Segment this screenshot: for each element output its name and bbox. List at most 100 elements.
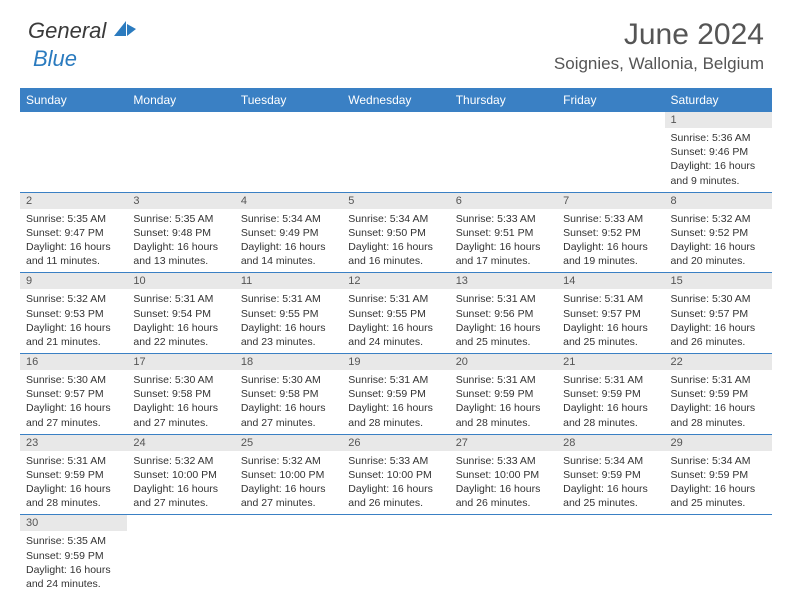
daylight-text: Daylight: 16 hours and 26 minutes. [348, 482, 443, 510]
calendar-day-cell: 21Sunrise: 5:31 AMSunset: 9:59 PMDayligh… [557, 354, 664, 435]
sunrise-text: Sunrise: 5:35 AM [26, 534, 121, 548]
calendar-day-cell: 2Sunrise: 5:35 AMSunset: 9:47 PMDaylight… [20, 192, 127, 273]
day-number: 13 [450, 273, 557, 289]
calendar-empty-cell [235, 112, 342, 192]
sunrise-text: Sunrise: 5:32 AM [26, 292, 121, 306]
day-number: 23 [20, 435, 127, 451]
daylight-text: Daylight: 16 hours and 28 minutes. [26, 482, 121, 510]
calendar-day-cell: 5Sunrise: 5:34 AMSunset: 9:50 PMDaylight… [342, 192, 449, 273]
calendar-table: SundayMondayTuesdayWednesdayThursdayFrid… [20, 88, 772, 595]
daylight-text: Daylight: 16 hours and 27 minutes. [26, 401, 121, 429]
daylight-text: Daylight: 16 hours and 27 minutes. [133, 401, 228, 429]
sunset-text: Sunset: 9:48 PM [133, 226, 228, 240]
calendar-day-cell: 22Sunrise: 5:31 AMSunset: 9:59 PMDayligh… [665, 354, 772, 435]
daylight-text: Daylight: 16 hours and 27 minutes. [241, 482, 336, 510]
sunset-text: Sunset: 9:47 PM [26, 226, 121, 240]
calendar-day-cell: 23Sunrise: 5:31 AMSunset: 9:59 PMDayligh… [20, 434, 127, 515]
calendar-empty-cell [342, 112, 449, 192]
sunrise-text: Sunrise: 5:31 AM [133, 292, 228, 306]
day-number: 1 [665, 112, 772, 128]
day-content: Sunrise: 5:31 AMSunset: 9:59 PMDaylight:… [450, 370, 557, 434]
calendar-day-cell: 19Sunrise: 5:31 AMSunset: 9:59 PMDayligh… [342, 354, 449, 435]
day-number: 11 [235, 273, 342, 289]
day-content: Sunrise: 5:31 AMSunset: 9:54 PMDaylight:… [127, 289, 234, 353]
calendar-day-cell: 1Sunrise: 5:36 AMSunset: 9:46 PMDaylight… [665, 112, 772, 192]
day-number: 9 [20, 273, 127, 289]
daylight-text: Daylight: 16 hours and 25 minutes. [671, 482, 766, 510]
day-number: 28 [557, 435, 664, 451]
calendar-day-cell: 14Sunrise: 5:31 AMSunset: 9:57 PMDayligh… [557, 273, 664, 354]
sunset-text: Sunset: 9:46 PM [671, 145, 766, 159]
sunset-text: Sunset: 9:56 PM [456, 307, 551, 321]
daylight-text: Daylight: 16 hours and 28 minutes. [563, 401, 658, 429]
day-number: 5 [342, 193, 449, 209]
calendar-empty-cell [665, 515, 772, 595]
daylight-text: Daylight: 16 hours and 11 minutes. [26, 240, 121, 268]
sunrise-text: Sunrise: 5:31 AM [241, 292, 336, 306]
calendar-day-cell: 11Sunrise: 5:31 AMSunset: 9:55 PMDayligh… [235, 273, 342, 354]
calendar-empty-cell [235, 515, 342, 595]
calendar-empty-cell [127, 112, 234, 192]
sunset-text: Sunset: 9:59 PM [26, 549, 121, 563]
calendar-day-cell: 7Sunrise: 5:33 AMSunset: 9:52 PMDaylight… [557, 192, 664, 273]
sunrise-text: Sunrise: 5:31 AM [348, 292, 443, 306]
sunset-text: Sunset: 9:55 PM [348, 307, 443, 321]
sunset-text: Sunset: 9:57 PM [563, 307, 658, 321]
sunrise-text: Sunrise: 5:34 AM [671, 454, 766, 468]
sunset-text: Sunset: 9:59 PM [563, 387, 658, 401]
day-number: 18 [235, 354, 342, 370]
day-content: Sunrise: 5:34 AMSunset: 9:50 PMDaylight:… [342, 209, 449, 273]
day-number: 7 [557, 193, 664, 209]
weekday-header: Tuesday [235, 88, 342, 112]
calendar-empty-cell [127, 515, 234, 595]
day-content: Sunrise: 5:31 AMSunset: 9:59 PMDaylight:… [665, 370, 772, 434]
sunset-text: Sunset: 9:59 PM [563, 468, 658, 482]
day-content: Sunrise: 5:31 AMSunset: 9:55 PMDaylight:… [342, 289, 449, 353]
daylight-text: Daylight: 16 hours and 28 minutes. [348, 401, 443, 429]
day-number: 25 [235, 435, 342, 451]
day-content: Sunrise: 5:34 AMSunset: 9:59 PMDaylight:… [665, 451, 772, 515]
calendar-day-cell: 4Sunrise: 5:34 AMSunset: 9:49 PMDaylight… [235, 192, 342, 273]
logo: General [28, 18, 140, 44]
sunset-text: Sunset: 9:53 PM [26, 307, 121, 321]
calendar-day-cell: 3Sunrise: 5:35 AMSunset: 9:48 PMDaylight… [127, 192, 234, 273]
calendar-day-cell: 10Sunrise: 5:31 AMSunset: 9:54 PMDayligh… [127, 273, 234, 354]
day-content: Sunrise: 5:30 AMSunset: 9:57 PMDaylight:… [665, 289, 772, 353]
logo-text-blue: Blue [33, 46, 77, 71]
sunset-text: Sunset: 9:49 PM [241, 226, 336, 240]
sunrise-text: Sunrise: 5:30 AM [26, 373, 121, 387]
day-content: Sunrise: 5:32 AMSunset: 9:53 PMDaylight:… [20, 289, 127, 353]
sunset-text: Sunset: 9:52 PM [563, 226, 658, 240]
sunrise-text: Sunrise: 5:34 AM [348, 212, 443, 226]
weekday-header: Monday [127, 88, 234, 112]
daylight-text: Daylight: 16 hours and 27 minutes. [133, 482, 228, 510]
daylight-text: Daylight: 16 hours and 22 minutes. [133, 321, 228, 349]
sunrise-text: Sunrise: 5:36 AM [671, 131, 766, 145]
day-number: 16 [20, 354, 127, 370]
calendar-week-row: 2Sunrise: 5:35 AMSunset: 9:47 PMDaylight… [20, 192, 772, 273]
daylight-text: Daylight: 16 hours and 25 minutes. [456, 321, 551, 349]
calendar-day-cell: 6Sunrise: 5:33 AMSunset: 9:51 PMDaylight… [450, 192, 557, 273]
daylight-text: Daylight: 16 hours and 23 minutes. [241, 321, 336, 349]
calendar-day-cell: 26Sunrise: 5:33 AMSunset: 10:00 PMDaylig… [342, 434, 449, 515]
daylight-text: Daylight: 16 hours and 24 minutes. [348, 321, 443, 349]
sunrise-text: Sunrise: 5:33 AM [348, 454, 443, 468]
day-content: Sunrise: 5:30 AMSunset: 9:57 PMDaylight:… [20, 370, 127, 434]
day-content: Sunrise: 5:36 AMSunset: 9:46 PMDaylight:… [665, 128, 772, 192]
weekday-header: Wednesday [342, 88, 449, 112]
day-content: Sunrise: 5:33 AMSunset: 10:00 PMDaylight… [342, 451, 449, 515]
day-content: Sunrise: 5:33 AMSunset: 9:52 PMDaylight:… [557, 209, 664, 273]
calendar-week-row: 16Sunrise: 5:30 AMSunset: 9:57 PMDayligh… [20, 354, 772, 435]
day-number: 30 [20, 515, 127, 531]
calendar-week-row: 9Sunrise: 5:32 AMSunset: 9:53 PMDaylight… [20, 273, 772, 354]
calendar-empty-cell [20, 112, 127, 192]
day-content: Sunrise: 5:33 AMSunset: 9:51 PMDaylight:… [450, 209, 557, 273]
day-number: 12 [342, 273, 449, 289]
daylight-text: Daylight: 16 hours and 24 minutes. [26, 563, 121, 591]
day-number: 6 [450, 193, 557, 209]
sunset-text: Sunset: 10:00 PM [456, 468, 551, 482]
sunset-text: Sunset: 9:52 PM [671, 226, 766, 240]
daylight-text: Daylight: 16 hours and 21 minutes. [26, 321, 121, 349]
daylight-text: Daylight: 16 hours and 16 minutes. [348, 240, 443, 268]
sunrise-text: Sunrise: 5:31 AM [456, 373, 551, 387]
